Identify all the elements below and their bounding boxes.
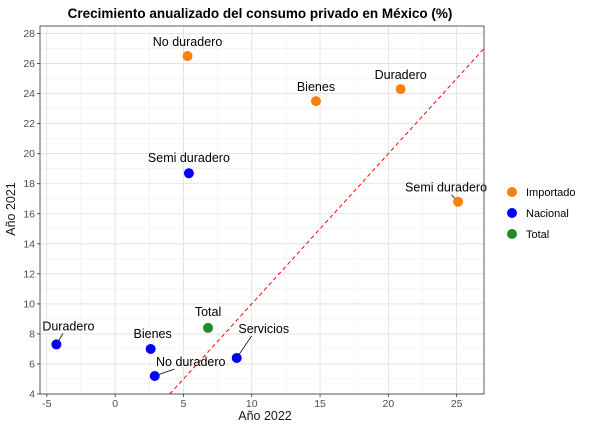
y-tick-label: 28 [23,28,35,40]
data-point [145,343,156,354]
x-tick-label: 20 [383,398,395,410]
legend-marker [507,187,517,197]
x-tick-label: 25 [451,398,463,410]
y-axis-title: Año 2021 [4,182,18,236]
x-tick-label: -5 [42,398,51,410]
plot-border [39,25,485,395]
data-point [310,96,321,107]
y-tick-label: 10 [23,298,35,310]
plot-area: No duradero Bienes Duradero Semi duradero Se… [39,25,487,395]
y-tick-label: 16 [23,208,35,220]
y-axis-ticks: 4 6 8 10 12 14 16 18 20 22 24 26 28 [23,28,40,401]
data-point [453,196,464,207]
grid-minor [40,26,484,394]
x-tick-label: 0 [112,398,118,410]
point-label: Duradero [42,319,94,333]
y-tick-label: 4 [29,389,35,401]
x-axis-title: Año 2022 [238,409,292,423]
data-point [395,84,406,95]
data-points [51,51,464,381]
y-tick-label: 14 [23,238,35,250]
x-tick-label: 5 [181,398,187,410]
legend-label: Nacional [526,208,569,220]
x-axis-ticks: -5 0 5 10 15 20 25 [42,394,463,410]
legend: Importado Nacional Total [507,187,576,241]
point-label: Semi duradero [405,181,487,195]
x-tick-label: 10 [246,398,258,410]
data-point [183,168,194,179]
point-label: No duradero [156,355,226,369]
chart-title: Crecimiento anualizado del consumo priva… [68,6,453,21]
point-label: Bienes [297,80,335,94]
y-tick-label: 26 [23,58,35,70]
point-label: Duradero [375,68,427,82]
y-tick-label: 6 [29,358,35,370]
data-point [51,339,62,350]
data-point [149,370,160,381]
point-label: Total [195,305,221,319]
legend-marker [507,229,517,239]
y-tick-label: 8 [29,328,35,340]
point-label: Bienes [134,327,172,341]
point-label: Servicios [238,322,289,336]
identity-reference-line [169,48,485,395]
point-labels: No duradero Bienes Duradero Semi duradero Se… [42,35,487,369]
y-tick-label: 12 [23,268,35,280]
data-point [182,51,193,62]
legend-marker [507,208,517,218]
y-tick-label: 18 [23,178,35,190]
data-point [203,322,214,333]
plot-panel [40,26,484,394]
y-tick-label: 20 [23,148,35,160]
legend-label: Importado [526,187,576,199]
x-tick-label: 15 [314,398,326,410]
point-label: No duradero [153,35,223,49]
y-tick-label: 24 [23,88,35,100]
point-label: Semi duradero [148,151,230,165]
y-tick-label: 22 [23,118,35,130]
data-point [231,352,242,363]
legend-label: Total [526,229,549,241]
